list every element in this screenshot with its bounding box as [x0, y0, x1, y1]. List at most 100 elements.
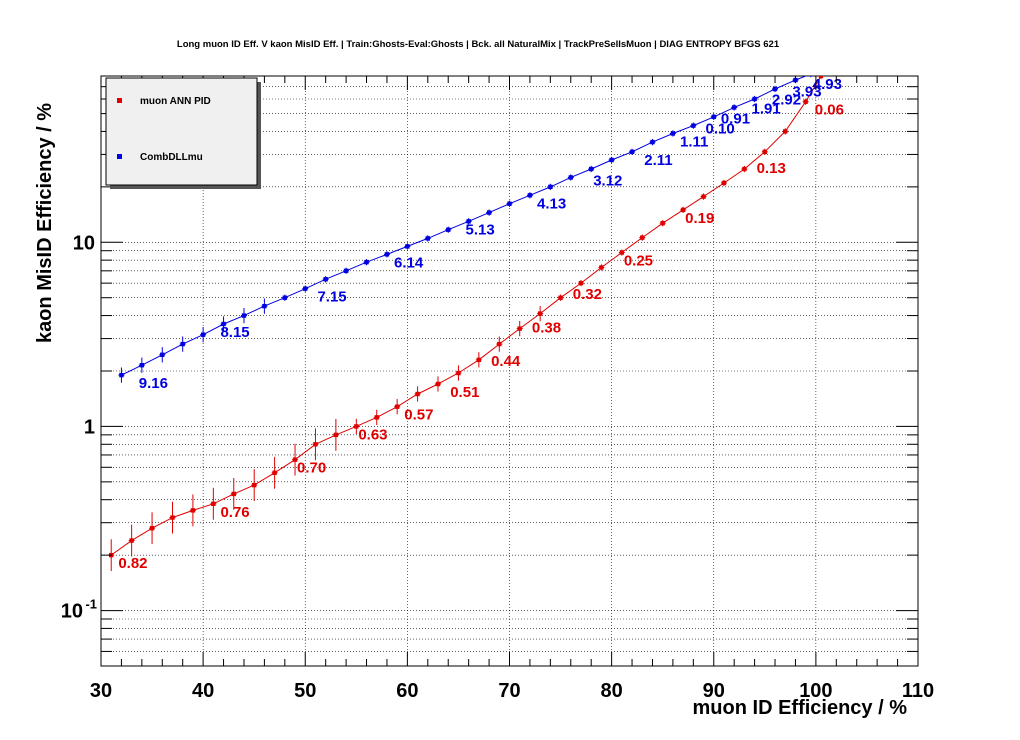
data-point: [772, 86, 778, 92]
x-tick-label: 70: [498, 680, 520, 702]
cut-value-label: 5.13: [466, 221, 495, 238]
cut-value-label: 1.91: [751, 100, 780, 117]
x-tick-label: 80: [601, 680, 623, 702]
legend-label: muon ANN PID: [140, 96, 211, 107]
data-point: [415, 391, 420, 397]
data-point: [762, 149, 768, 155]
cut-value-label: 2.11: [644, 152, 672, 169]
data-point: [803, 99, 808, 104]
data-point: [660, 220, 665, 226]
cut-value-label: 4.13: [537, 195, 566, 212]
cut-value-label: 0.51: [450, 384, 479, 401]
data-point: [476, 357, 482, 363]
data-point: [691, 123, 696, 128]
x-tick-label: 30: [90, 680, 112, 702]
data-point: [486, 210, 492, 215]
data-point: [537, 311, 543, 316]
data-point: [517, 326, 522, 331]
y-tick-exponent: -1: [85, 597, 97, 612]
cut-value-label: 2.92: [772, 91, 801, 108]
data-point: [149, 526, 155, 531]
data-point: [170, 515, 175, 520]
data-point: [425, 236, 430, 241]
data-point: [333, 432, 339, 438]
y-tick-label: 1: [84, 416, 95, 438]
data-point: [313, 442, 318, 447]
data-point: [711, 114, 716, 120]
data-point: [599, 265, 604, 270]
data-point: [548, 184, 553, 190]
cut-value-label: 0.25: [624, 253, 653, 270]
data-point: [721, 180, 727, 186]
data-point: [119, 372, 124, 378]
data-point: [405, 244, 410, 249]
x-tick-label: 50: [294, 680, 316, 702]
data-point: [742, 166, 747, 172]
data-point: [221, 321, 226, 327]
cut-value-label: 0.70: [297, 460, 326, 477]
data-point: [211, 501, 216, 507]
data-point: [558, 295, 563, 300]
chart-title: Long muon ID Eff. V kaon MisID Eff. | Tr…: [177, 39, 780, 50]
data-point: [497, 341, 502, 347]
data-point: [640, 235, 645, 240]
cut-value-label: 0.13: [757, 160, 786, 177]
data-point: [262, 303, 267, 309]
data-point: [384, 252, 390, 257]
cut-value-label: 0.38: [532, 320, 561, 337]
data-point: [752, 96, 757, 102]
data-point: [129, 538, 134, 543]
data-point: [241, 313, 247, 318]
cut-value-label: 0.44: [491, 353, 521, 370]
data-point: [818, 76, 824, 79]
data-point: [282, 295, 288, 300]
legend: muon ANN PID CombDLLmu: [105, 77, 261, 189]
cut-value-label: 8.15: [220, 324, 249, 341]
cut-value-label: 7.15: [317, 289, 346, 306]
data-point: [783, 129, 788, 134]
data-point: [139, 363, 145, 368]
data-point: [456, 370, 461, 376]
data-point: [374, 415, 379, 420]
data-point: [578, 280, 584, 286]
data-point: [629, 149, 635, 155]
cut-value-label: 6.14: [394, 254, 424, 271]
data-point: [272, 470, 277, 475]
x-tick-label: 90: [703, 680, 725, 702]
cut-value-label: 0.82: [118, 555, 147, 572]
legend-label: CombDLLmu: [140, 152, 203, 163]
data-point: [808, 76, 813, 77]
x-tick-label: 60: [396, 680, 418, 702]
cut-value-label: 0.10: [706, 120, 735, 137]
y-tick-label: 10: [61, 601, 83, 623]
data-point: [364, 259, 369, 265]
legend-box: [105, 77, 258, 186]
cut-value-label: 1.11: [680, 133, 708, 150]
data-point: [619, 250, 625, 255]
data-point: [190, 508, 196, 513]
data-point: [466, 219, 471, 224]
legend-marker: [117, 98, 122, 103]
cut-value-label: 0.19: [685, 210, 714, 227]
data-point: [527, 193, 533, 198]
data-point: [251, 482, 257, 488]
data-point: [568, 175, 573, 180]
x-axis-label: muon ID Efficiency / %: [693, 697, 908, 719]
data-point: [701, 194, 706, 199]
data-point: [435, 381, 441, 387]
data-point: [650, 139, 655, 145]
data-point: [303, 286, 308, 291]
cut-value-label: 3.12: [593, 172, 622, 189]
cut-value-label: 0.76: [220, 504, 249, 521]
y-axis-label: kaon MisID Efficiency / %: [34, 103, 56, 343]
cut-value-label: 9.16: [139, 375, 168, 392]
cut-value-label: 0.63: [358, 426, 387, 443]
data-point: [394, 404, 400, 409]
data-point: [507, 201, 512, 206]
x-tick-label: 100: [799, 680, 832, 702]
data-point: [670, 131, 676, 136]
cut-value-label: 0.06: [815, 102, 844, 119]
y-tick-label: 10: [73, 232, 95, 254]
